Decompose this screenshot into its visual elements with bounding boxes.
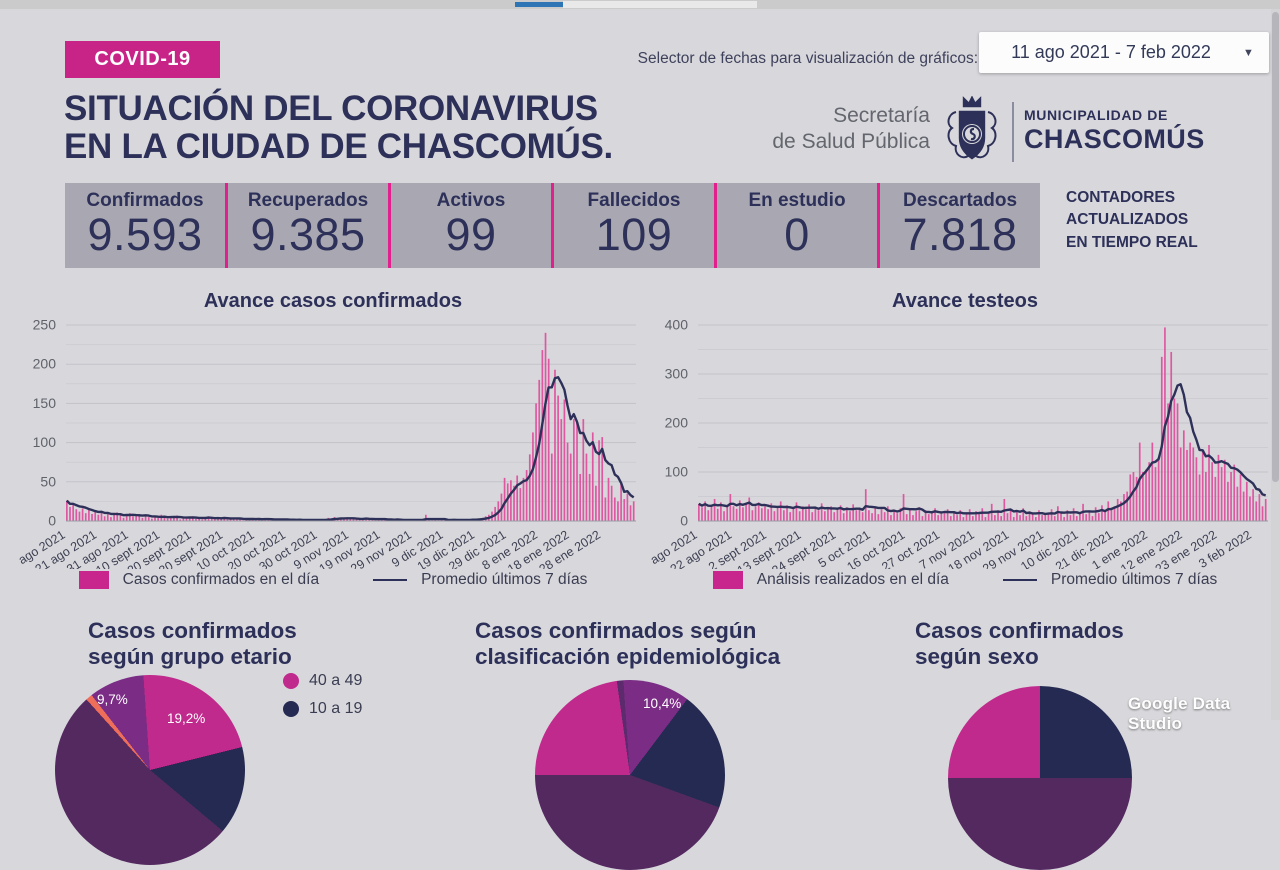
chart-legend: Casos confirmados en el día Promedio últ… <box>18 571 648 589</box>
y-axis-tick-label: 400 <box>665 317 689 333</box>
y-axis-tick-label: 150 <box>33 395 57 411</box>
line-legend-label: Promedio últimos 7 días <box>421 571 588 588</box>
pie-legend-label: 40 a 49 <box>309 672 363 689</box>
secretaria-line2: de Salud Pública <box>772 129 930 153</box>
pie-title-line: según grupo etario <box>88 643 292 669</box>
pie-chart-grupo-etario[interactable]: 9,7% 19,2% <box>55 675 245 865</box>
date-range-value[interactable]: 11 ago 2021 - 7 feb 2022 <box>1011 42 1211 62</box>
bar-legend-swatch <box>78 571 109 589</box>
covid-badge: COVID-19 <box>65 41 220 78</box>
municipality-wordmark: MUNICIPALIDAD DE CHASCOMÚS <box>1024 107 1205 155</box>
vertical-scrollbar[interactable] <box>1271 9 1280 720</box>
chart-title: Avance casos confirmados <box>203 290 463 312</box>
pie-chart-clasificacion[interactable]: 10,4% <box>535 680 725 870</box>
pie-chart-sexo[interactable] <box>948 686 1132 870</box>
line-legend-swatch <box>373 579 408 581</box>
counter-activos: Activos 99 <box>388 183 551 268</box>
chevron-down-icon[interactable]: ▼ <box>1243 46 1254 59</box>
date-selector-label: Selector de fechas para visualización de… <box>637 50 978 67</box>
counter-label: Confirmados <box>86 190 204 211</box>
date-range-selector[interactable]: 11 ago 2021 - 7 feb 2022 ▼ <box>979 32 1269 73</box>
loading-progress-bar <box>515 2 563 7</box>
counter-label: Descartados <box>902 190 1018 211</box>
pie-legend-dot <box>283 673 299 689</box>
page-title-line1: SITUACIÓN DEL CORONAVIRUS <box>64 89 598 128</box>
counters-note-line: EN TIEMPO REAL <box>1066 233 1198 251</box>
line-legend-swatch <box>1002 579 1037 581</box>
chart-title: Avance testeos <box>892 290 1038 312</box>
chart-casos-confirmados: Avance casos confirmados 0 50 100 150 200 250… <box>18 290 648 589</box>
counter-recuperados: Recuperados 9.385 <box>225 183 388 268</box>
pie-slice-label: 9,7% <box>97 692 128 707</box>
y-axis-tick-label: 250 <box>33 317 57 333</box>
pie-title-line: según sexo <box>915 643 1039 669</box>
pie-legend-item: 40 a 49 <box>283 672 362 690</box>
pie-legend-grupo-etario: 40 a 49 10 a 19 <box>283 672 362 728</box>
bar-legend-swatch <box>712 571 743 589</box>
municipality-line2: CHASCOMÚS <box>1024 124 1205 154</box>
y-axis-tick-label: 100 <box>665 464 689 480</box>
counter-confirmados: Confirmados 9.593 <box>65 183 225 268</box>
logo-divider <box>1012 102 1014 162</box>
org-logo-block: Secretaría de Salud Pública MUNICIPALIDA… <box>740 95 1204 166</box>
counter-value: 99 <box>445 209 497 260</box>
y-axis-tick-label: 200 <box>665 415 689 431</box>
page-title-line2: EN LA CIUDAD DE CHASCOMÚS. <box>64 127 613 167</box>
counter-value: 7.818 <box>902 209 1018 260</box>
pie-title-sexo: Casos confirmados según sexo <box>915 618 1124 670</box>
counter-label: Activos <box>436 190 506 211</box>
y-axis-tick-label: 0 <box>680 513 688 529</box>
y-axis-tick-label: 200 <box>33 356 57 372</box>
counter-label: Fallecidos <box>587 190 681 211</box>
counter-value: 9.593 <box>87 209 203 260</box>
pie-slice-label: 10,4% <box>643 696 682 711</box>
counter-value: 0 <box>784 209 810 260</box>
municipality-line1: MUNICIPALIDAD DE <box>1024 107 1168 123</box>
bar-legend-label: Casos confirmados en el día <box>122 571 320 588</box>
pie-legend-item: 10 a 19 <box>283 700 362 718</box>
bar-legend-label: Análisis realizados en el día <box>756 571 949 588</box>
counter-en-estudio: En estudio 0 <box>714 183 877 268</box>
y-axis-tick-label: 300 <box>665 366 689 382</box>
counter-fallecidos: Fallecidos 109 <box>551 183 714 268</box>
counter-label: Recuperados <box>247 190 369 211</box>
scrollbar-thumb[interactable] <box>1272 12 1279 482</box>
pie-legend-label: 10 a 19 <box>309 700 363 717</box>
counter-descartados: Descartados 7.818 <box>877 183 1040 268</box>
pie-title-line: clasificación epidemiológica <box>475 643 781 669</box>
counter-label: En estudio <box>748 190 846 211</box>
chart-testeos: Avance testeos 0 100 200 300 400 ago 2021 22 a… <box>650 290 1280 589</box>
pie-title-line: Casos confirmados <box>915 618 1124 643</box>
top-loading-strip <box>0 0 1280 9</box>
secretaria-line1: Secretaría <box>833 104 930 127</box>
line-legend-label: Promedio últimos 7 días <box>1050 571 1218 588</box>
y-axis-tick-label: 100 <box>33 434 57 450</box>
counter-value: 109 <box>595 209 673 260</box>
counter-value: 9.385 <box>250 209 366 260</box>
page-title: SITUACIÓN DEL CORONAVIRUS EN LA CIUDAD D… <box>64 89 764 167</box>
counters-note-line: CONTADORES <box>1066 189 1176 206</box>
municipality-crest-icon <box>940 95 1004 171</box>
google-data-studio-watermark: Google Data Studio <box>1128 694 1231 733</box>
pie-slice-label: 19,2% <box>167 711 206 726</box>
y-axis-tick-label: 50 <box>40 473 56 489</box>
loading-track <box>563 1 757 8</box>
counters-band: Confirmados 9.593 Recuperados 9.385 Activos 9… <box>65 183 1040 268</box>
pie-title-line: Casos confirmados según <box>475 618 757 643</box>
pie-title-clasificacion: Casos confirmados según clasificación ep… <box>475 618 780 670</box>
pie-title-line: Casos confirmados <box>88 618 297 643</box>
counters-note: CONTADORES ACTUALIZADOS EN TIEMPO REAL <box>1066 187 1266 254</box>
secretaria-label: Secretaría de Salud Pública <box>740 103 930 154</box>
y-axis-tick-label: 0 <box>48 513 56 529</box>
chart-legend: Análisis realizados en el día Promedio ú… <box>650 571 1280 589</box>
counters-note-line: ACTUALIZADOS <box>1066 211 1189 229</box>
pie-title-grupo-etario: Casos confirmados según grupo etario <box>88 618 297 670</box>
pie-legend-dot <box>283 701 299 717</box>
